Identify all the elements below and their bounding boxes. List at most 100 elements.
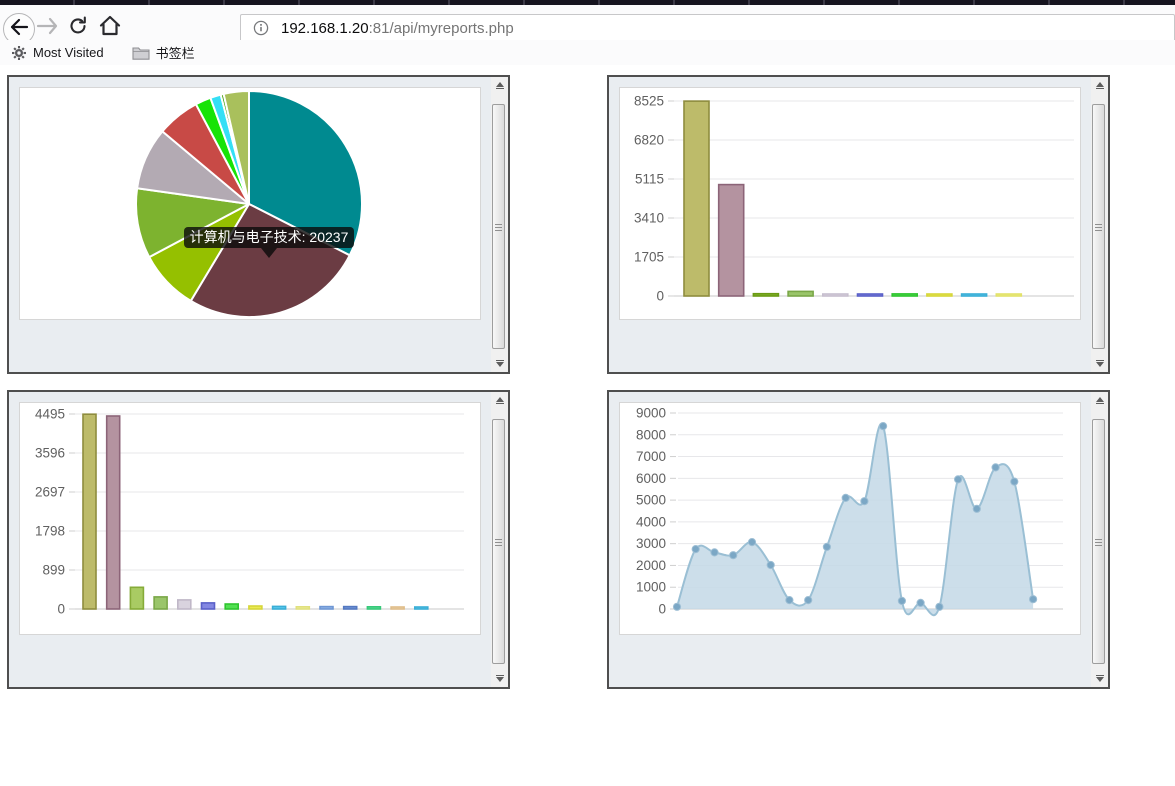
arrow-up-icon: [495, 397, 504, 402]
scrollbar-track[interactable]: [1091, 94, 1108, 355]
svg-text:899: 899: [42, 563, 65, 578]
scrollbar-track[interactable]: [1091, 409, 1108, 670]
svg-text:7000: 7000: [636, 449, 666, 464]
panel-scrollbar[interactable]: [1091, 392, 1108, 687]
arrow-up-icon: [495, 82, 504, 87]
url-host: 192.168.1.20: [281, 19, 369, 37]
svg-text:8525: 8525: [634, 94, 664, 109]
scroll-down-button[interactable]: [491, 670, 508, 687]
pie-tooltip-text: 计算机与电子技术: 20237: [189, 229, 349, 245]
report-panel-pie: 计算机与电子技术: 20237: [7, 75, 510, 374]
arrow-down-icon: [1095, 362, 1104, 367]
bar-chart-bottom[interactable]: 0 899 1798 2697 3596 4495: [19, 402, 481, 635]
bookmark-most-visited[interactable]: Most Visited: [11, 40, 104, 65]
arrow-bar: [495, 403, 504, 404]
grip-icon: [495, 222, 502, 231]
area-chart-svg[interactable]: 0 1000 2000 3000 4000 5000 6000 7000 8000 9000: [620, 403, 1080, 634]
arrow-up-icon: [1095, 397, 1104, 402]
svg-text:1798: 1798: [35, 524, 65, 539]
bar-chart-top-svg[interactable]: 0 1705 3410 5115 6820 8525: [620, 88, 1080, 319]
report-panel-bar-top: 0 1705 3410 5115 6820 8525: [607, 75, 1110, 374]
scroll-up-button[interactable]: [491, 77, 508, 94]
forward-button[interactable]: [36, 17, 58, 40]
arrow-bar: [1095, 360, 1104, 361]
svg-text:3596: 3596: [35, 446, 65, 461]
address-bar[interactable]: 192.168.1.20:81/api/myreports.php: [240, 14, 1175, 42]
scroll-up-button[interactable]: [491, 392, 508, 409]
svg-text:4000: 4000: [636, 514, 666, 529]
area-chart[interactable]: 0 1000 2000 3000 4000 5000 6000 7000 8000 9000: [619, 402, 1081, 635]
window-top-strip: [0, 0, 1175, 5]
svg-text:1705: 1705: [634, 250, 664, 265]
panel-scrollbar[interactable]: [491, 77, 508, 372]
arrow-up-icon: [1095, 82, 1104, 87]
gear-icon: [11, 45, 27, 61]
bookmark-folder-bar[interactable]: 书签栏: [132, 40, 195, 65]
scrollbar-thumb[interactable]: [1092, 104, 1105, 349]
refresh-icon: [68, 16, 88, 41]
bookmark-label: Most Visited: [33, 45, 104, 60]
svg-text:2697: 2697: [35, 485, 65, 500]
arrow-bar: [1095, 675, 1104, 676]
svg-text:9000: 9000: [636, 406, 666, 421]
arrow-bar: [1095, 403, 1104, 404]
pie-chart[interactable]: 计算机与电子技术: 20237: [19, 87, 481, 320]
scrollbar-track[interactable]: [491, 409, 508, 670]
back-icon: [7, 15, 31, 44]
arrow-down-icon: [1095, 677, 1104, 682]
pie-chart-svg[interactable]: [20, 88, 480, 319]
panel-scrollbar[interactable]: [491, 392, 508, 687]
svg-text:3000: 3000: [636, 536, 666, 551]
svg-text:1000: 1000: [636, 580, 666, 595]
navigation-toolbar: 192.168.1.20:81/api/myreports.php: [0, 5, 1175, 45]
svg-text:3410: 3410: [634, 211, 664, 226]
grip-icon: [1095, 537, 1102, 546]
svg-text:2000: 2000: [636, 558, 666, 573]
scroll-down-button[interactable]: [491, 355, 508, 372]
forward-icon: [36, 17, 58, 40]
scrollbar-thumb[interactable]: [1092, 419, 1105, 664]
svg-text:0: 0: [57, 602, 65, 617]
grip-icon: [495, 537, 502, 546]
svg-text:6000: 6000: [636, 471, 666, 486]
svg-text:4495: 4495: [35, 407, 65, 422]
scrollbar-thumb[interactable]: [492, 104, 505, 349]
svg-text:6820: 6820: [634, 133, 664, 148]
scroll-down-button[interactable]: [1091, 355, 1108, 372]
scrollbar-thumb[interactable]: [492, 419, 505, 664]
scroll-down-button[interactable]: [1091, 670, 1108, 687]
panel-scrollbar[interactable]: [1091, 77, 1108, 372]
scroll-up-button[interactable]: [1091, 77, 1108, 94]
bookmarks-toolbar: Most Visited 书签栏: [0, 40, 1175, 65]
scrollbar-track[interactable]: [491, 94, 508, 355]
tooltip-arrow-icon: [261, 248, 277, 258]
svg-text:0: 0: [656, 289, 664, 304]
home-button[interactable]: [99, 15, 121, 41]
info-icon[interactable]: [253, 20, 269, 36]
arrow-bar: [1095, 88, 1104, 89]
svg-text:8000: 8000: [636, 427, 666, 442]
arrow-bar: [495, 88, 504, 89]
home-icon: [99, 15, 121, 41]
report-panel-area: 0 1000 2000 3000 4000 5000 6000 7000 8000 9000: [607, 390, 1110, 689]
svg-text:5115: 5115: [635, 172, 664, 187]
grip-icon: [1095, 222, 1102, 231]
report-panel-bar-bottom: 0 899 1798 2697 3596 4495: [7, 390, 510, 689]
bar-chart-bottom-svg[interactable]: 0 899 1798 2697 3596 4495: [20, 403, 480, 634]
pie-tooltip: 计算机与电子技术: 20237: [184, 227, 354, 258]
arrow-bar: [495, 360, 504, 361]
page-content: 计算机与电子技术: 20237 0 1705 3410 5115 6820 8525: [0, 65, 1175, 786]
refresh-button[interactable]: [68, 16, 88, 41]
svg-text:0: 0: [658, 602, 666, 617]
svg-text:5000: 5000: [636, 493, 666, 508]
bar-chart-top[interactable]: 0 1705 3410 5115 6820 8525: [619, 87, 1081, 320]
url-text: 192.168.1.20:81/api/myreports.php: [281, 20, 514, 37]
url-path: :81/api/myreports.php: [368, 19, 514, 37]
arrow-down-icon: [495, 362, 504, 367]
scroll-up-button[interactable]: [1091, 392, 1108, 409]
arrow-bar: [495, 675, 504, 676]
bookmark-label: 书签栏: [155, 46, 195, 61]
arrow-down-icon: [495, 677, 504, 682]
folder-icon: [132, 46, 150, 60]
